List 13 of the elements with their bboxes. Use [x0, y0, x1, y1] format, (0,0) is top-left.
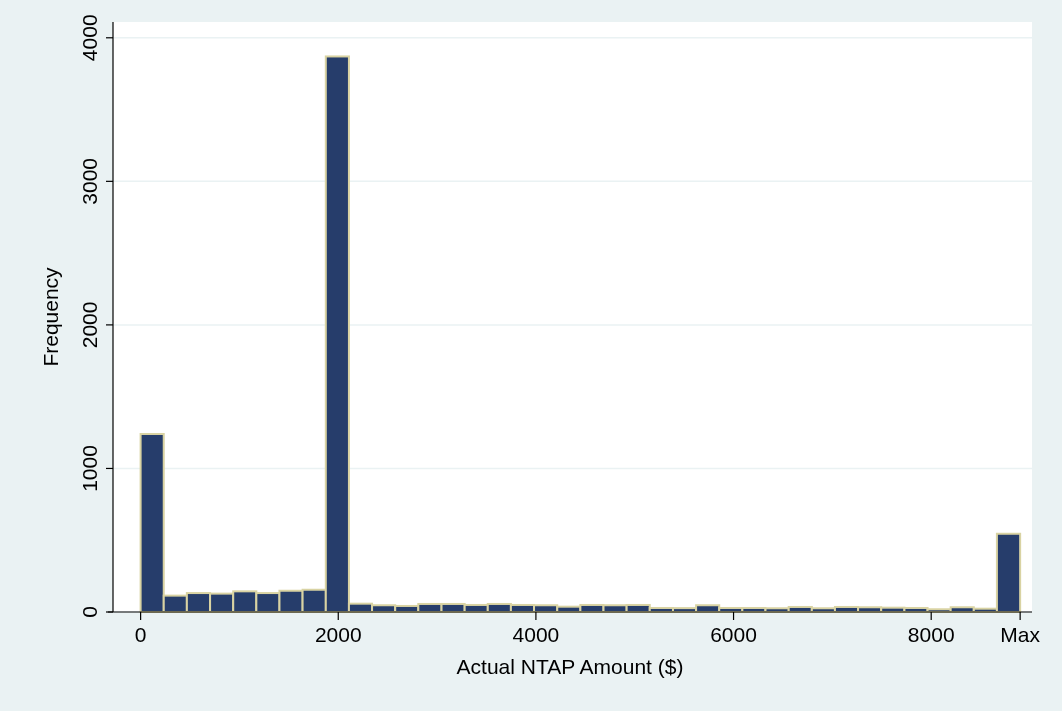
x-tick-label: Max: [1000, 623, 1041, 646]
y-tick-label: 1000: [78, 445, 101, 492]
x-tick-label: 6000: [710, 623, 757, 646]
x-axis-title: Actual NTAP Amount ($): [456, 655, 684, 678]
y-tick-label: 3000: [78, 157, 101, 205]
x-tick-label: 4000: [512, 623, 560, 646]
y-tick-label: 2000: [78, 301, 101, 349]
x-tick-label: 2000: [314, 623, 362, 646]
y-axis-title: Frequency: [39, 266, 62, 367]
x-tick-label: 0: [134, 623, 147, 646]
x-tick-label: 8000: [907, 623, 955, 646]
y-tick-label: 0: [78, 606, 101, 618]
y-tick-label: 4000: [78, 14, 101, 62]
